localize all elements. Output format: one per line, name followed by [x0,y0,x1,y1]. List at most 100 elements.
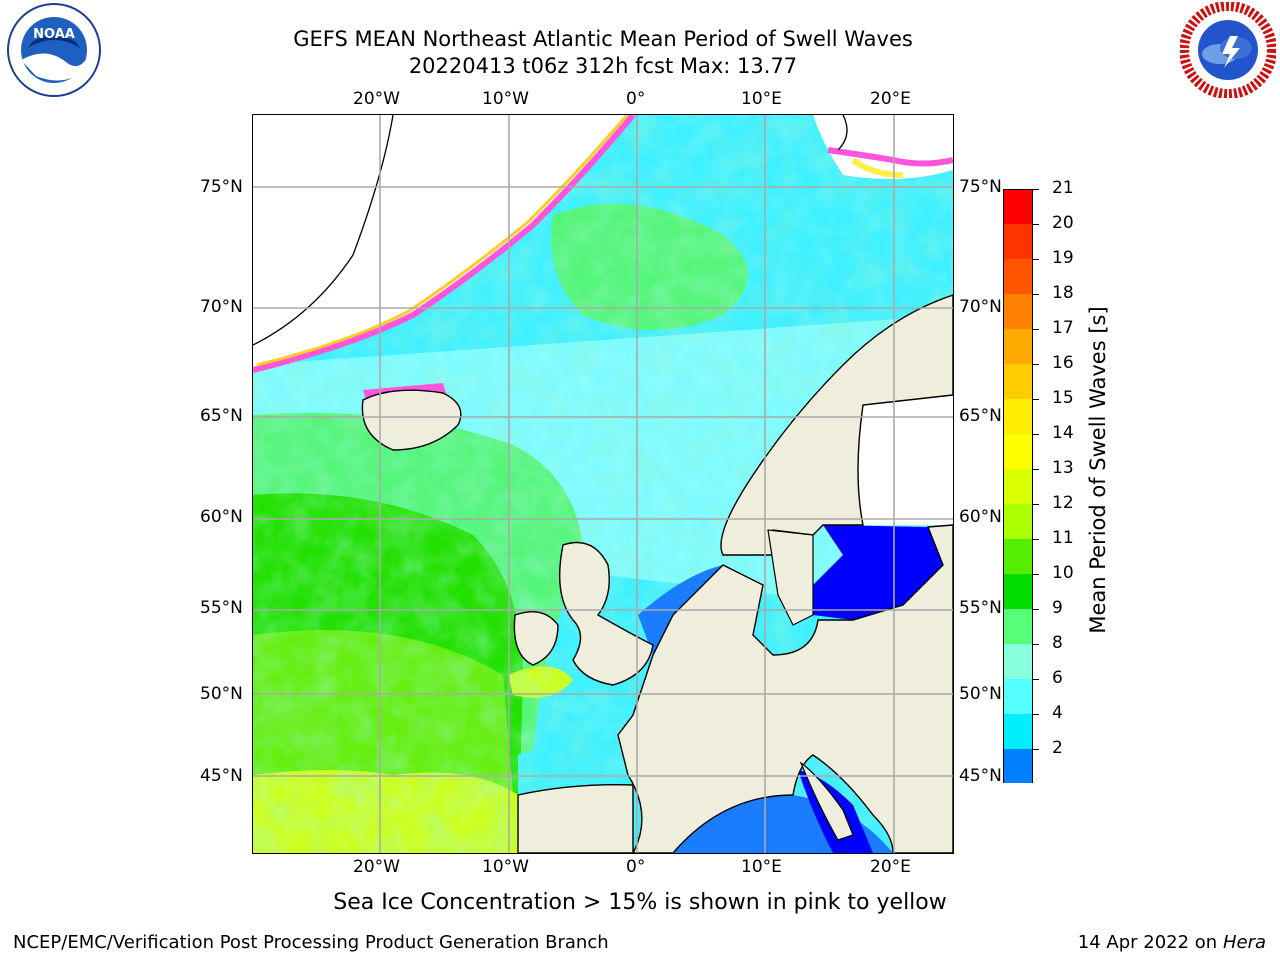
lon-tick-top-10w: 10°W [482,89,529,109]
colorbar-band [1003,329,1033,364]
lat-tick-right-70n: 70°N [959,297,1002,317]
colorbar-band [1003,679,1033,714]
colorbar-tick-label: 10 [1052,563,1074,583]
graticule [253,115,953,853]
ireland-land [513,611,559,666]
lat-tick-left-50n: 50°N [200,684,243,704]
colorbar-tick-mark [1033,644,1039,645]
colorbar-band [1003,574,1033,609]
iberia-land [517,784,634,853]
colorbar-tick-mark [1033,224,1039,225]
colorbar-tick-mark [1033,399,1039,400]
footer-date-text: 14 Apr 2022 on [1077,932,1223,953]
colorbar-tick-label: 17 [1052,318,1074,338]
lon-tick-top-10e: 10°E [741,89,782,109]
lon-tick-top-20w: 20°W [353,89,400,109]
colorbar-tick-label: 16 [1052,353,1074,373]
colorbar-svg [1002,189,1034,814]
colorbar-tick-mark [1033,329,1039,330]
lat-tick-right-60n: 60°N [959,507,1002,527]
lon-tick-bottom-10w: 10°W [482,857,529,877]
lat-tick-left-75n: 75°N [200,177,243,197]
lat-tick-right-45n: 45°N [959,766,1002,786]
colorbar-band [1003,189,1033,224]
continental-europe-land [617,524,953,853]
colorbar-band [1003,539,1033,574]
colorbar-tick-label: 18 [1052,283,1074,303]
footer-date: 14 Apr 2022 on Hera [1078,932,1266,953]
colorbar-tick-label: 20 [1052,213,1074,233]
colorbar-tick-mark [1033,469,1039,470]
colorbar-tick-mark [1033,434,1039,435]
greenland-region [253,115,633,370]
colorbar-band [1003,504,1033,539]
ice-edge-svalbard [827,147,953,167]
noaa-logo-text: NOAA [33,27,75,42]
lat-tick-left-65n: 65°N [200,406,243,426]
colorbar-tick-mark [1033,714,1039,715]
map-frame [252,114,954,854]
colorbar-tick-label: 8 [1052,633,1063,653]
lat-tick-left-55n: 55°N [200,598,243,618]
colorbar-band [1003,259,1033,294]
lat-tick-left-60n: 60°N [200,507,243,527]
sea-ice-caption: Sea Ice Concentration > 15% is shown in … [333,890,947,915]
colorbar [1002,189,1034,814]
colorbar-tick-label: 12 [1052,493,1074,513]
lat-tick-left-45n: 45°N [200,766,243,786]
map-canvas [253,115,953,853]
colorbar-tick-mark [1033,294,1039,295]
colorbar-band [1003,749,1033,784]
colorbar-tick-label: 13 [1052,458,1074,478]
colorbar-band [1003,434,1033,469]
colorbar-frame [1003,189,1033,784]
lon-tick-top-20e: 20°E [870,89,911,109]
colorbar-label: Mean Period of Swell Waves [s] [1086,306,1110,634]
colorbar-tick-mark [1033,749,1039,750]
colorbar-tick-label: 6 [1052,668,1063,688]
lat-tick-right-50n: 50°N [959,684,1002,704]
lat-tick-right-55n: 55°N [959,598,1002,618]
lat-tick-right-65n: 65°N [959,406,1002,426]
colorbar-tick-label: 11 [1052,528,1074,548]
colorbar-tick-label: 15 [1052,388,1074,408]
colorbar-band [1003,644,1033,679]
colorbar-tick-mark [1033,504,1039,505]
colorbar-tick-label: 14 [1052,423,1074,443]
colorbar-band [1003,609,1033,644]
iceland-land [361,389,462,451]
map-subtitle: 20220413 t06z 312h fcst Max: 13.77 [408,54,798,78]
colorbar-band [1003,469,1033,504]
scandinavia-land [720,294,953,556]
lat-tick-left-70n: 70°N [200,297,243,317]
colorbar-tick-label: 4 [1052,703,1063,723]
colorbar-band [1003,224,1033,259]
colorbar-tick-mark [1033,259,1039,260]
lon-tick-bottom-20e: 20°E [870,857,911,877]
colorbar-tick-label: 9 [1052,598,1063,618]
lon-tick-top-0: 0° [626,89,646,109]
lon-tick-bottom-10e: 10°E [741,857,782,877]
colorbar-band [1003,399,1033,434]
colorbar-tick-mark [1033,609,1039,610]
colorbar-tick-mark [1033,574,1039,575]
footer-organization: NCEP/EMC/Verification Post Processing Pr… [13,932,609,953]
ice-edge-greenland [253,115,636,373]
colorbar-tick-label: 2 [1052,738,1063,758]
noaa-logo: NOAA [6,2,102,98]
lat-tick-right-75n: 75°N [959,177,1002,197]
map-title: GEFS MEAN Northeast Atlantic Mean Period… [293,27,913,51]
colorbar-tick-mark [1033,679,1039,680]
colorbar-tick-mark [1033,364,1039,365]
lon-tick-bottom-0: 0° [626,857,646,877]
map-plot [253,115,953,853]
colorbar-band [1003,364,1033,399]
lon-tick-bottom-20w: 20°W [353,857,400,877]
nws-logo [1179,1,1277,99]
colorbar-tick-label: 19 [1052,248,1074,268]
colorbar-band [1003,294,1033,329]
colorbar-tick-label: 21 [1052,178,1074,198]
colorbar-band [1003,714,1033,749]
colorbar-tick-mark [1033,539,1039,540]
gulf-of-bothnia-region [858,395,953,525]
